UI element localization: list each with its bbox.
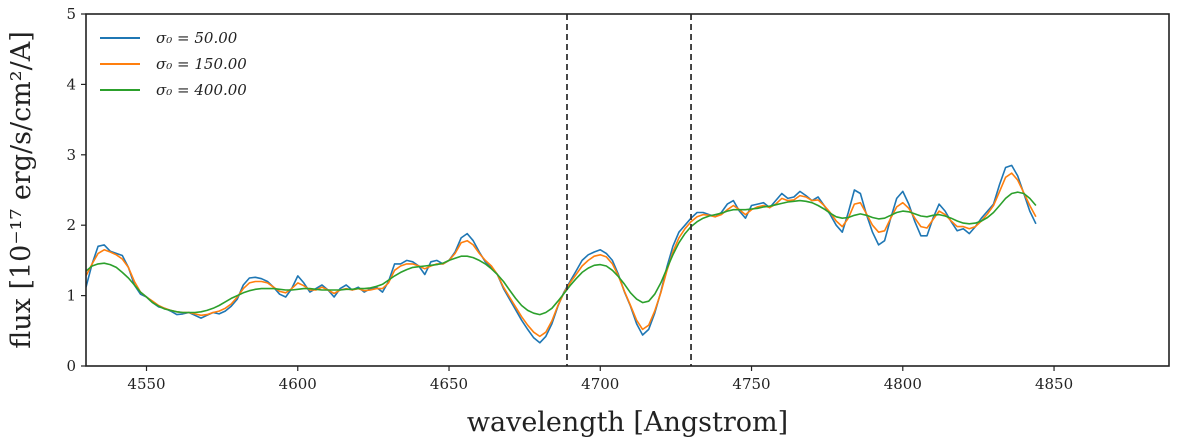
x-tick-label: 4600	[279, 375, 317, 393]
y-tick-label: 3	[66, 146, 76, 164]
series-lines	[86, 164, 1037, 344]
y-axis-title: flux [10⁻¹⁷ erg/s/cm²/A]	[6, 31, 37, 348]
series-line-1	[86, 164, 1037, 344]
x-tick-label: 4800	[884, 375, 922, 393]
x-tick-label: 4650	[430, 375, 468, 393]
x-tick-label: 4850	[1035, 375, 1073, 393]
x-axis-title: wavelength [Angstrom]	[467, 407, 788, 438]
x-tick-label: 4700	[581, 375, 619, 393]
y-tick-label: 0	[66, 357, 76, 375]
x-tick-label: 4750	[732, 375, 770, 393]
legend-label-2: σ₀ = 150.00	[156, 55, 247, 73]
series-line-2	[86, 172, 1037, 338]
reference-lines	[566, 14, 692, 366]
y-tick-label: 5	[66, 5, 76, 23]
y-tick-label: 1	[66, 287, 76, 305]
series-line-3	[86, 191, 1037, 316]
y-axis: 0 1 2 3 4 5	[66, 5, 86, 375]
x-axis: 4550 4600 4650 4700 4750 4800 4850	[127, 366, 1073, 393]
x-tick-label: 4550	[127, 375, 165, 393]
y-tick-label: 2	[66, 216, 76, 234]
legend-label-3: σ₀ = 400.00	[156, 81, 247, 99]
plot-frame	[85, 13, 1170, 367]
legend-label-1: σ₀ = 50.00	[156, 29, 238, 47]
y-tick-label: 4	[66, 75, 76, 93]
legend: σ₀ = 50.00 σ₀ = 150.00 σ₀ = 400.00	[100, 29, 247, 99]
